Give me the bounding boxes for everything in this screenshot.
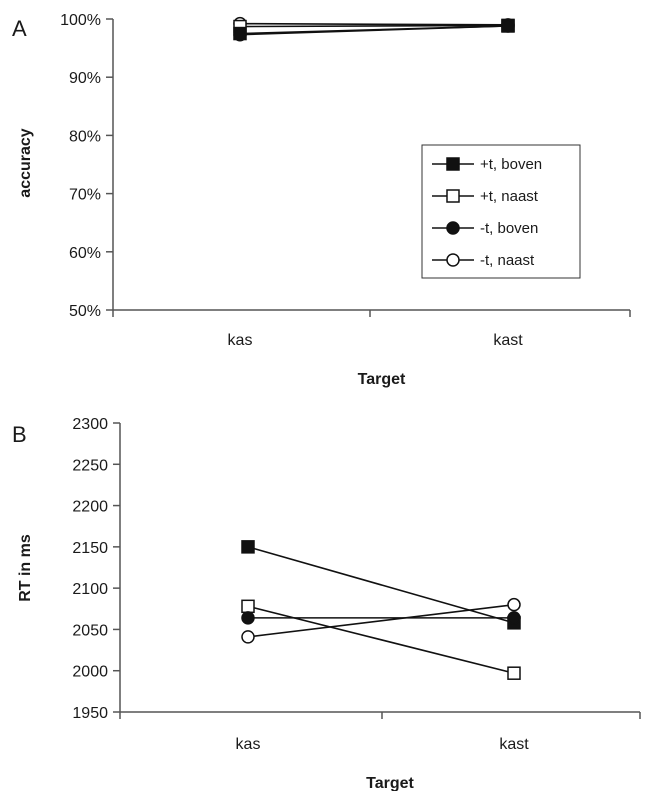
y-tick-label: 80% bbox=[69, 128, 101, 145]
x-tick-label: kas bbox=[228, 332, 253, 349]
legend-marker bbox=[446, 253, 460, 267]
y-tick-label: 1950 bbox=[72, 705, 108, 722]
data-point bbox=[233, 27, 247, 42]
series-line bbox=[239, 25, 509, 36]
series-filled-circle bbox=[241, 611, 521, 625]
legend-label: -t, naast bbox=[480, 252, 535, 269]
data-point bbox=[241, 611, 255, 625]
data-point bbox=[501, 19, 515, 33]
x-axis-title: Target bbox=[366, 775, 414, 791]
panel-a: A 50% 60% 70% 80% 90% 100% kas kast Target accurac… bbox=[12, 12, 631, 388]
data-point bbox=[241, 540, 255, 554]
series-open-circle bbox=[241, 597, 521, 644]
y-tick-label: 2300 bbox=[72, 416, 108, 433]
legend: +t, boven +t, naast -t, boven -t, naast bbox=[421, 144, 581, 279]
series-line bbox=[247, 605, 515, 674]
legend-marker bbox=[446, 221, 460, 235]
x-axis-title: Target bbox=[358, 371, 406, 388]
y-tick-label: 50% bbox=[69, 303, 101, 320]
y-tick-label: 70% bbox=[69, 187, 101, 204]
y-tick-label: 2200 bbox=[72, 499, 108, 516]
data-point bbox=[507, 597, 521, 612]
series-line bbox=[247, 546, 515, 624]
panel-letter: A bbox=[12, 16, 27, 41]
y-tick-label: 2100 bbox=[72, 581, 108, 598]
panel-letter: B bbox=[12, 422, 27, 447]
y-tick-label: 60% bbox=[69, 245, 101, 262]
x-tick-label: kast bbox=[499, 736, 529, 753]
legend-marker bbox=[446, 157, 460, 171]
data-point bbox=[507, 611, 521, 625]
data-point bbox=[507, 666, 521, 680]
data-point bbox=[241, 630, 255, 644]
data-point bbox=[241, 599, 255, 614]
legend-marker bbox=[446, 189, 460, 203]
y-tick-label: 2050 bbox=[72, 622, 108, 639]
legend-label: +t, boven bbox=[480, 156, 542, 173]
legend-label: -t, boven bbox=[480, 220, 538, 237]
x-tick-label: kast bbox=[493, 332, 523, 349]
series-open-circle bbox=[233, 16, 515, 32]
panel-b: B 1950 2000 2050 2100 2150 2200 2250 2300 kas kast… bbox=[12, 416, 641, 791]
y-axis-title: RT in ms bbox=[17, 534, 34, 602]
y-axis-title: accuracy bbox=[17, 128, 34, 197]
series-filled-circle bbox=[233, 19, 515, 42]
series-line bbox=[247, 603, 515, 638]
y-tick-label: 2000 bbox=[72, 664, 108, 681]
legend-label: +t, naast bbox=[480, 188, 539, 205]
y-tick-label: 90% bbox=[69, 70, 101, 87]
series-line bbox=[239, 22, 509, 26]
y-tick-label: 2150 bbox=[72, 540, 108, 557]
y-tick-label: 2250 bbox=[72, 457, 108, 474]
y-tick-label: 100% bbox=[60, 12, 101, 29]
series-line bbox=[239, 24, 509, 28]
x-tick-label: kas bbox=[236, 736, 261, 753]
